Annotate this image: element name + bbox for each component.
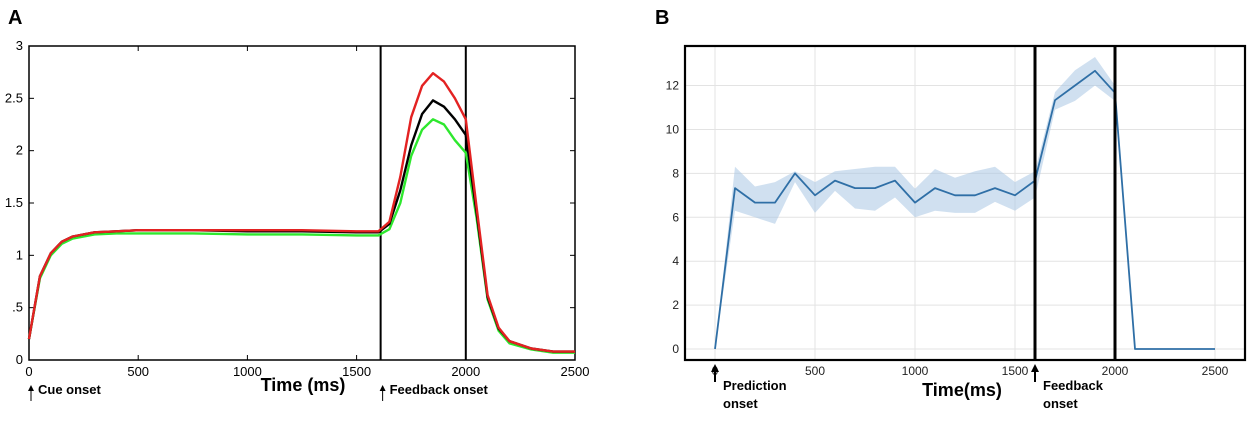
y-tick-label: 1 [16,247,23,262]
x-tick-label: 500 [805,364,825,378]
panel-b-xlabel: Time(ms) [922,380,1002,400]
annotation-label-line2: onset [723,396,758,411]
x-tick-label: 2000 [1102,364,1129,378]
x-tick-label: 1000 [233,364,262,379]
y-tick-label: 1.5 [5,195,23,210]
x-tick-label: 2000 [451,364,480,379]
panel-b-ticks: 05001000150020002500024681012 [666,79,1229,378]
annotation-arrowhead [1031,364,1039,372]
y-tick-label: 12 [666,79,680,93]
annotation-arrowhead [379,385,386,391]
panel-b-label: B [655,7,669,29]
y-tick-label: 2 [672,298,679,312]
y-tick-label: 8 [672,166,679,180]
y-tick-label: 2 [16,143,23,158]
y-tick-label: 0 [16,352,23,367]
panel-b-annotations: Prediction onset Feedback onset [711,364,1104,411]
series-line-mean [714,69,1215,350]
confidence-band [715,57,1215,349]
annotation-label: Feedback onset [390,382,489,397]
panel-b-ci-band [715,57,1215,349]
annotation-label: Cue onset [38,382,102,397]
x-tick-label: 2500 [561,364,590,379]
panel-a-series [27,71,575,354]
chart-panel-b: 05001000150020002500024681012 Time(ms) P… [666,44,1247,411]
annotation-arrowhead [711,364,719,372]
y-tick-label: 10 [666,122,680,136]
panel-b-vlines [1033,46,1117,360]
annotation-arrowhead [28,385,34,391]
series-line-red [27,71,575,353]
annotation-label-line1: Prediction [723,378,787,393]
x-tick-label: 1500 [1002,364,1029,378]
panel-a-vlines [379,46,467,360]
y-tick-label: 0 [672,342,679,356]
panel-b-series [714,69,1215,350]
chart-panel-a: 0 500 1000 1500 2000 2500 0 .5 1 1.5 2 2.5 3 Time (m… [5,38,590,401]
panel-b-frame [683,44,1247,362]
x-tick-label: 2500 [1202,364,1229,378]
x-tick-label: 0 [25,364,32,379]
y-tick-label: 2.5 [5,90,23,105]
x-tick-label: 1500 [342,364,371,379]
panel-a-ticks: 0 500 1000 1500 2000 2500 0 .5 1 1.5 2 2.5 3 [5,38,590,379]
y-tick-label: .5 [12,300,23,315]
x-tick-label: 500 [127,364,149,379]
x-tick-label: 1000 [902,364,929,378]
y-tick-label: 3 [16,38,23,53]
panel-a-xlabel: Time (ms) [261,375,346,395]
series-line-green [27,118,575,354]
y-tick-label: 6 [672,210,679,224]
panel-a-annotations: Cue onset Feedback onset [28,382,489,401]
annotation-label-line2: onset [1043,396,1078,411]
panel-a-label: A [8,7,22,29]
y-tick-label: 4 [672,254,679,268]
annotation-label-line1: Feedback [1043,378,1104,393]
